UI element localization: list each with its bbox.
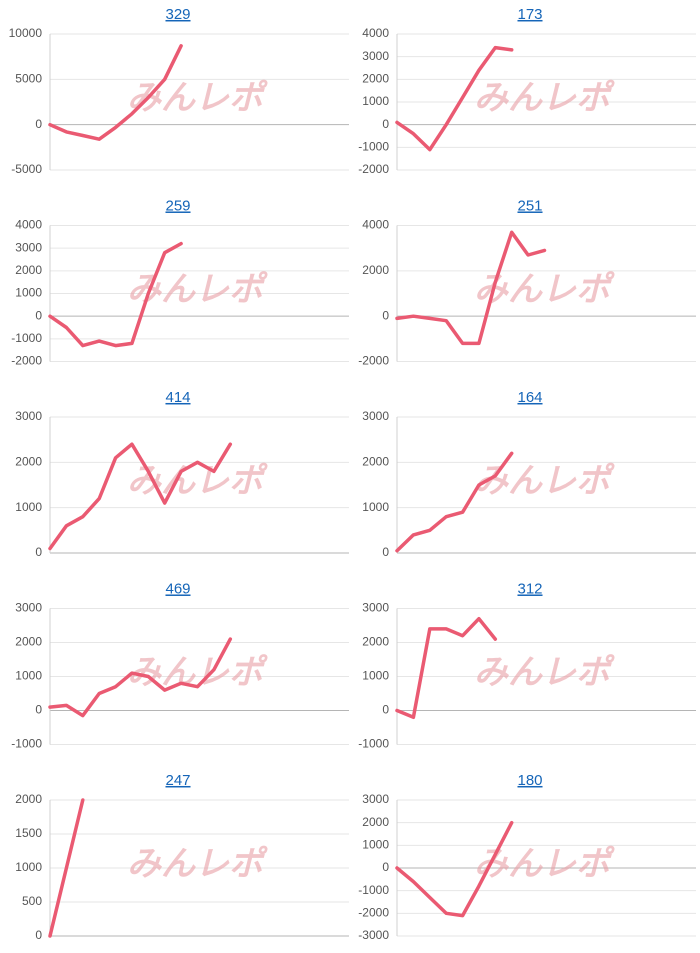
y-tick-label: 3000 — [15, 409, 42, 423]
y-tick-label: 1000 — [15, 860, 42, 874]
y-tick-label: -1000 — [358, 737, 389, 751]
y-tick-label: -5000 — [11, 162, 42, 176]
y-tick-label: 1000 — [15, 669, 42, 683]
y-tick-label: -3000 — [358, 928, 389, 942]
y-tick-label: 4000 — [362, 218, 389, 232]
chart-title[interactable]: 180 — [517, 772, 542, 789]
y-tick-label: 2000 — [15, 635, 42, 649]
y-tick-label: 2000 — [362, 263, 389, 277]
chart-panel: 164 0 1000 2000 3000 みんレポ — [362, 389, 696, 559]
y-tick-label: -2000 — [358, 354, 389, 368]
y-tick-label: 5000 — [15, 72, 42, 86]
data-line — [395, 230, 547, 346]
chart-panel: 312 -1000 0 1000 2000 3000 みんレポ — [358, 580, 696, 751]
chart-title[interactable]: 259 — [165, 197, 190, 214]
watermark: みんレポ — [127, 79, 268, 117]
y-tick-label: 3000 — [15, 601, 42, 615]
watermark: みんレポ — [127, 845, 268, 883]
chart-panel: 329 -5000 0 5000 10000 みんレポ — [9, 6, 349, 176]
y-tick-label: 0 — [382, 308, 389, 322]
y-tick-label: 0 — [382, 860, 389, 874]
y-tick-label: 1500 — [15, 826, 42, 840]
y-tick-label: 1000 — [362, 838, 389, 852]
y-tick-label: 10000 — [9, 26, 43, 40]
y-tick-label: 500 — [22, 894, 42, 908]
y-tick-label: 1000 — [362, 500, 389, 514]
data-line — [48, 442, 233, 551]
data-line — [48, 44, 183, 141]
y-tick-label: 3000 — [362, 49, 389, 63]
chart-title[interactable]: 414 — [165, 389, 190, 406]
y-tick-label: 0 — [35, 308, 42, 322]
y-tick-label: 0 — [35, 928, 42, 942]
watermark: みんレポ — [474, 653, 615, 691]
y-tick-label: 0 — [35, 117, 42, 131]
y-tick-label: -2000 — [358, 906, 389, 920]
y-tick-label: 2000 — [362, 72, 389, 86]
y-tick-label: 0 — [382, 703, 389, 717]
y-tick-label: -1000 — [358, 883, 389, 897]
y-tick-label: 1000 — [15, 500, 42, 514]
y-tick-label: 0 — [35, 545, 42, 559]
y-tick-label: 3000 — [362, 409, 389, 423]
y-tick-label: 0 — [35, 703, 42, 717]
y-tick-label: 3000 — [362, 601, 389, 615]
y-tick-label: 1000 — [362, 669, 389, 683]
chart-panel: 173 -2000 -1000 0 1000 2000 3000 4000 みんレポ — [358, 6, 696, 176]
chart-title[interactable]: 329 — [165, 6, 190, 23]
y-tick-label: 1000 — [362, 94, 389, 108]
y-tick-label: -2000 — [11, 354, 42, 368]
y-tick-label: 3000 — [15, 240, 42, 254]
y-tick-label: 2000 — [15, 455, 42, 469]
y-tick-label: 4000 — [15, 218, 42, 232]
y-tick-label: -1000 — [11, 331, 42, 345]
chart-panel: 247 0 500 1000 1500 2000 みんレポ — [15, 772, 349, 942]
y-tick-label: 0 — [382, 117, 389, 131]
y-tick-label: 0 — [382, 545, 389, 559]
watermark: みんレポ — [474, 462, 615, 500]
watermark: みんレポ — [474, 845, 615, 883]
chart-title[interactable]: 164 — [517, 389, 542, 406]
data-line — [395, 451, 514, 553]
y-tick-label: 2000 — [15, 792, 42, 806]
data-line — [395, 820, 514, 918]
y-tick-label: 2000 — [362, 815, 389, 829]
y-tick-label: 1000 — [15, 286, 42, 300]
y-tick-label: 4000 — [362, 26, 389, 40]
watermark: みんレポ — [474, 79, 615, 117]
chart-panel: 180 -3000 -2000 -1000 0 1000 2000 3000 みんレポ — [358, 772, 696, 942]
chart-title[interactable]: 251 — [517, 197, 542, 214]
data-line — [48, 241, 183, 348]
y-tick-label: 2000 — [362, 635, 389, 649]
chart-title[interactable]: 247 — [165, 772, 190, 789]
chart-panel: 414 0 1000 2000 3000 みんレポ — [15, 389, 349, 559]
y-tick-label: -2000 — [358, 162, 389, 176]
data-line — [48, 798, 85, 938]
watermark: みんレポ — [127, 462, 268, 500]
y-tick-label: 2000 — [362, 455, 389, 469]
data-line — [395, 45, 514, 152]
chart-title[interactable]: 173 — [517, 6, 542, 23]
data-line — [48, 637, 233, 718]
chart-title[interactable]: 312 — [517, 580, 542, 597]
y-tick-label: 3000 — [362, 792, 389, 806]
data-line — [395, 616, 498, 720]
y-tick-label: 2000 — [15, 263, 42, 277]
chart-title[interactable]: 469 — [165, 580, 190, 597]
y-tick-label: -1000 — [11, 737, 42, 751]
y-tick-label: -1000 — [358, 140, 389, 154]
